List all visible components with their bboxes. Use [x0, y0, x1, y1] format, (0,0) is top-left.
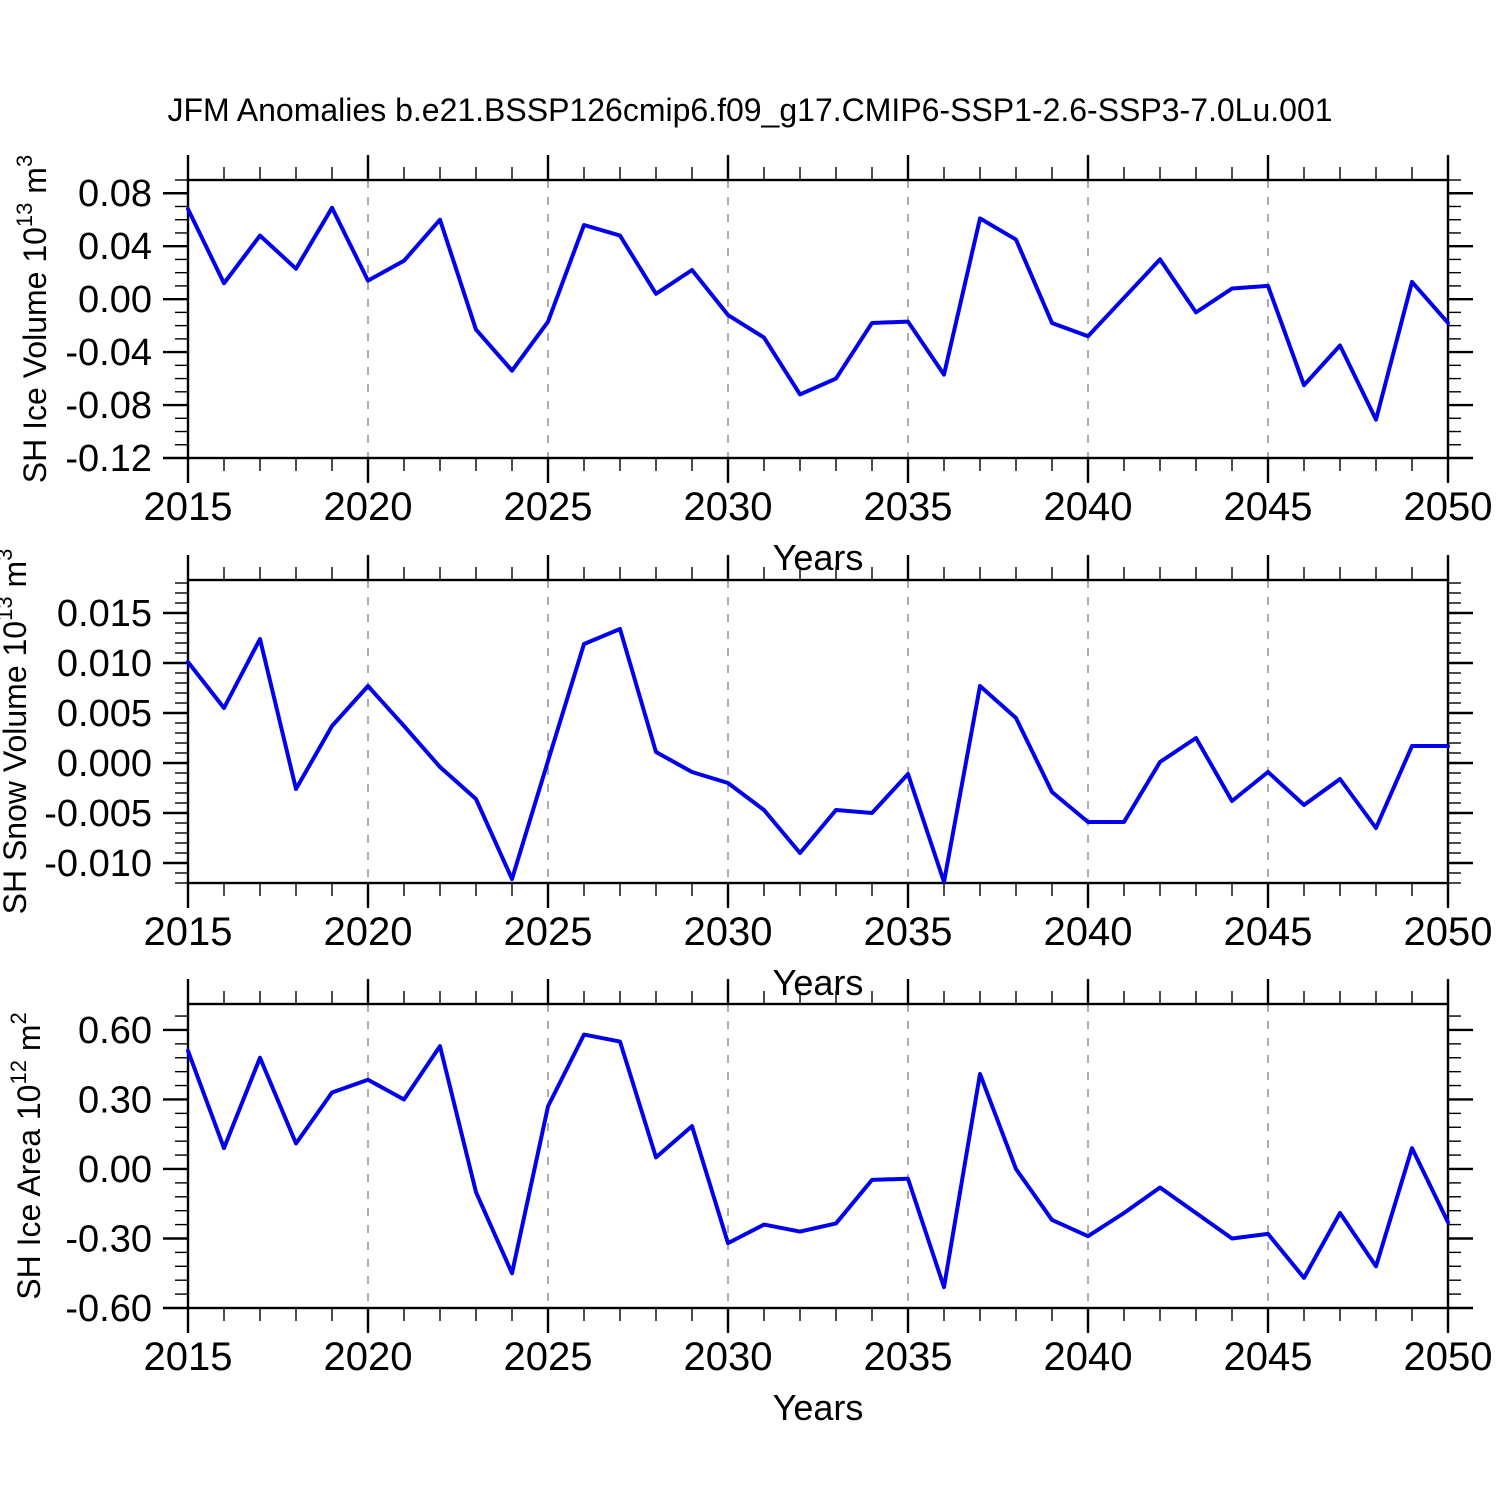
panel-ice-volume: 0.08 0.04 0.00 -0.04 -0.08 -0.12 2015 2020 2025 2… — [12, 155, 1492, 578]
x-tick-label: 2015 — [144, 910, 233, 954]
y-axis-title: SH Ice Volume 1013 m3 — [12, 155, 53, 483]
x-tick-label: 2035 — [864, 485, 953, 529]
y-tick-label: 0.005 — [57, 693, 152, 735]
y-tick-label: 0.010 — [57, 643, 152, 685]
x-tick-label: 2030 — [684, 910, 773, 954]
y-tick-label: 0.04 — [78, 226, 152, 268]
x-tick-label: 2030 — [684, 1335, 773, 1379]
y-axis-title: SH Ice Area 1012 m2 — [6, 1012, 47, 1300]
x-tick-label: 2040 — [1044, 910, 1133, 954]
panel-ice-area: 0.60 0.30 0.00 -0.30 -0.60 2015 2020 2025 2030 20… — [6, 979, 1492, 1428]
y-axis-title: SH Snow Volume 1013 m3 — [0, 549, 33, 915]
y-tick-label: -0.08 — [65, 385, 152, 427]
x-tick-label: 2040 — [1044, 485, 1133, 529]
y-tick-label: 0.30 — [78, 1079, 152, 1121]
x-tick-label: 2020 — [324, 485, 413, 529]
x-tick-label: 2050 — [1404, 485, 1493, 529]
plot-frame — [186, 578, 1450, 885]
x-tick-label: 2050 — [1404, 910, 1493, 954]
x-tick-label: 2045 — [1224, 1335, 1313, 1379]
x-axis-title: Years — [773, 962, 864, 1003]
series-line — [186, 627, 1450, 884]
y-tick-label: 0.08 — [78, 173, 152, 215]
series-line — [186, 1032, 1450, 1290]
series-line — [186, 205, 1450, 422]
y-tick-label: -0.60 — [65, 1288, 152, 1330]
x-tick-label: 2035 — [864, 910, 953, 954]
y-tick-label: -0.12 — [65, 438, 152, 480]
y-tick-label: -0.005 — [44, 793, 152, 835]
x-axis-title: Years — [773, 537, 864, 578]
x-tick-label: 2025 — [504, 1335, 593, 1379]
plot-frame — [186, 1002, 1450, 1310]
x-axis-title: Years — [773, 1387, 864, 1428]
x-tick-label: 2050 — [1404, 1335, 1493, 1379]
y-tick-label: 0.000 — [57, 743, 152, 785]
y-tick-label: -0.010 — [44, 843, 152, 885]
chart-title: JFM Anomalies b.e21.BSSP126cmip6.f09_g17… — [167, 92, 1333, 128]
x-tick-label: 2045 — [1224, 910, 1313, 954]
x-tick-label: 2025 — [504, 910, 593, 954]
x-tick-label: 2015 — [144, 1335, 233, 1379]
y-tick-label: 0.015 — [57, 593, 152, 635]
x-tick-label: 2020 — [324, 1335, 413, 1379]
y-tick-label: 0.00 — [78, 1149, 152, 1191]
x-tick-label: 2015 — [144, 485, 233, 529]
y-tick-label: -0.30 — [65, 1218, 152, 1260]
y-tick-label: 0.00 — [78, 279, 152, 321]
x-tick-label: 2020 — [324, 910, 413, 954]
plot-frame — [186, 178, 1450, 460]
y-tick-label: 0.60 — [78, 1010, 152, 1052]
panel-snow-volume: 0.015 0.010 0.005 0.000 -0.005 -0.010 2015 2020… — [0, 549, 1492, 1003]
y-tick-label: -0.04 — [65, 332, 152, 374]
x-tick-label: 2030 — [684, 485, 773, 529]
x-tick-label: 2025 — [504, 485, 593, 529]
x-tick-label: 2035 — [864, 1335, 953, 1379]
x-tick-label: 2040 — [1044, 1335, 1133, 1379]
x-tick-label: 2045 — [1224, 485, 1313, 529]
